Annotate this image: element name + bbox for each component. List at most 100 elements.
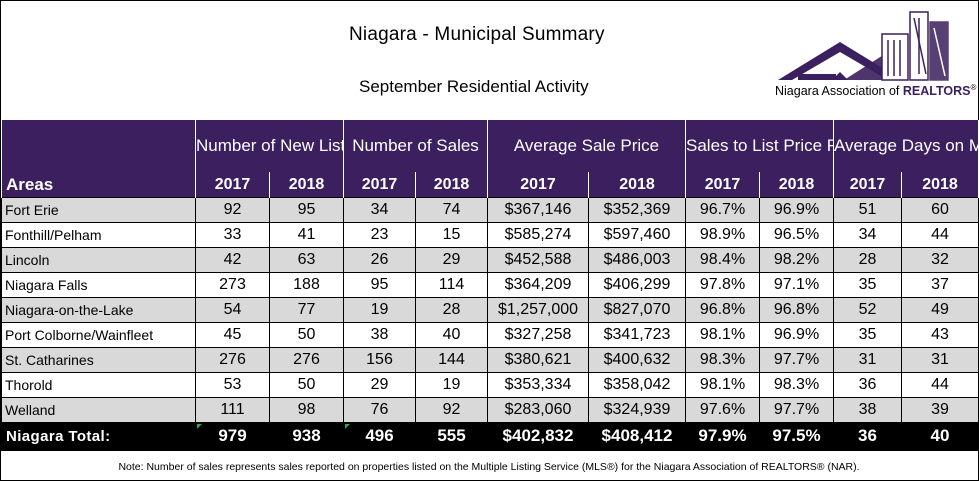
data-cell: 97.7% bbox=[759, 396, 834, 423]
data-cell: 98 bbox=[269, 396, 344, 423]
data-cell: 74 bbox=[415, 196, 488, 223]
year-header: 2017 bbox=[487, 171, 589, 197]
data-cell: 276 bbox=[195, 346, 270, 373]
data-cell: 28 bbox=[415, 296, 488, 323]
data-cell: 31 bbox=[833, 346, 902, 373]
table-row: Port Colborne/Wainfleet 45 50 38 40 $327,258 $… bbox=[1, 321, 979, 348]
data-cell: 32 bbox=[901, 246, 979, 273]
area-name: Port Colborne/Wainfleet bbox=[1, 321, 196, 348]
data-cell: $406,299 bbox=[588, 271, 686, 298]
data-cell: 156 bbox=[343, 346, 416, 373]
data-cell: 95 bbox=[343, 271, 416, 298]
data-cell: 114 bbox=[415, 271, 488, 298]
data-cell: 44 bbox=[901, 221, 979, 248]
table-row: Welland 111 98 76 92 $283,060 $324,939 97.6% 97.… bbox=[1, 396, 979, 423]
data-cell: 54 bbox=[195, 296, 270, 323]
year-header: 2018 bbox=[759, 171, 834, 197]
data-cell: 97.8% bbox=[685, 271, 760, 298]
data-cell: $364,209 bbox=[487, 271, 589, 298]
table-row: St. Catharines 276 276 156 144 $380,621 $400,6… bbox=[1, 346, 979, 373]
area-name: Lincoln bbox=[1, 246, 196, 273]
data-cell: 39 bbox=[901, 396, 979, 423]
group-header-ratio: Sales to List Price Ratio bbox=[685, 120, 834, 172]
logo-caption-prefix: Niagara Association of bbox=[775, 84, 903, 99]
data-cell: 60 bbox=[901, 196, 979, 223]
group-header-days: Average Days on Market bbox=[833, 120, 979, 172]
data-cell: 29 bbox=[343, 371, 416, 398]
data-cell: 273 bbox=[195, 271, 270, 298]
data-cell: 98.2% bbox=[759, 246, 834, 273]
total-cell: 97.9% bbox=[685, 421, 760, 451]
data-cell: 43 bbox=[901, 321, 979, 348]
total-cell: 979 bbox=[195, 421, 270, 451]
data-cell: $283,060 bbox=[487, 396, 589, 423]
logo-caption-brand: REALTORS bbox=[902, 84, 971, 99]
group-header-new-listings: Number of New Listings bbox=[195, 120, 344, 172]
area-name: Fonthill/Pelham bbox=[1, 221, 196, 248]
table-row: Thorold 53 50 29 19 $353,334 $358,042 98.1% 98.3… bbox=[1, 371, 979, 398]
area-name: St. Catharines bbox=[1, 346, 196, 373]
total-cell: 40 bbox=[901, 421, 979, 451]
data-cell: 19 bbox=[415, 371, 488, 398]
data-cell: $353,334 bbox=[487, 371, 589, 398]
area-name: Niagara Falls bbox=[1, 271, 196, 298]
group-header-avg-price: Average Sale Price bbox=[487, 120, 686, 172]
year-header: 2017 bbox=[195, 171, 270, 197]
area-name: Niagara-on-the-Lake bbox=[1, 296, 196, 323]
data-cell: 50 bbox=[269, 371, 344, 398]
data-cell: 76 bbox=[343, 396, 416, 423]
data-cell: 98.4% bbox=[685, 246, 760, 273]
data-cell: 97.6% bbox=[685, 396, 760, 423]
data-cell: $380,621 bbox=[487, 346, 589, 373]
total-label: Niagara Total: bbox=[1, 421, 196, 451]
data-cell: 35 bbox=[833, 271, 902, 298]
data-cell: $486,003 bbox=[588, 246, 686, 273]
data-cell: 95 bbox=[269, 196, 344, 223]
footnote: Note: Number of sales represents sales r… bbox=[118, 461, 860, 473]
data-cell: 52 bbox=[833, 296, 902, 323]
data-cell: $400,632 bbox=[588, 346, 686, 373]
group-header-sales: Number of Sales bbox=[343, 120, 488, 172]
data-cell: 31 bbox=[901, 346, 979, 373]
data-cell: 37 bbox=[901, 271, 979, 298]
data-cell: 92 bbox=[195, 196, 270, 223]
table-row: Lincoln 42 63 26 29 $452,588 $486,003 98.4% 98.2… bbox=[1, 246, 979, 273]
data-cell: $358,042 bbox=[588, 371, 686, 398]
data-cell: $1,257,000 bbox=[487, 296, 589, 323]
total-row: Niagara Total: 979 938 496 555 $402,832 … bbox=[1, 421, 979, 451]
data-cell: 96.8% bbox=[759, 296, 834, 323]
table-row: Fonthill/Pelham 33 41 23 15 $585,274 $597,460 9… bbox=[1, 221, 979, 248]
area-name: Thorold bbox=[1, 371, 196, 398]
report-subtitle: September Residential Activity bbox=[359, 77, 589, 96]
data-cell: 96.8% bbox=[685, 296, 760, 323]
data-cell: 144 bbox=[415, 346, 488, 373]
data-cell: 40 bbox=[415, 321, 488, 348]
data-cell: 96.9% bbox=[759, 196, 834, 223]
data-cell: $585,274 bbox=[487, 221, 589, 248]
data-cell: 98.1% bbox=[685, 371, 760, 398]
data-cell: 96.9% bbox=[759, 321, 834, 348]
data-cell: 50 bbox=[269, 321, 344, 348]
data-cell: 23 bbox=[343, 221, 416, 248]
total-cell: 555 bbox=[415, 421, 488, 451]
data-cell: 38 bbox=[343, 321, 416, 348]
data-cell: 34 bbox=[343, 196, 416, 223]
data-cell: 188 bbox=[269, 271, 344, 298]
data-cell: $324,939 bbox=[588, 396, 686, 423]
total-cell: 496 bbox=[343, 421, 416, 451]
year-header: 2017 bbox=[833, 171, 902, 197]
data-cell: 28 bbox=[833, 246, 902, 273]
data-cell: 98.9% bbox=[685, 221, 760, 248]
data-cell: 92 bbox=[415, 396, 488, 423]
data-cell: $327,258 bbox=[487, 321, 589, 348]
data-cell: 63 bbox=[269, 246, 344, 273]
year-header: 2018 bbox=[269, 171, 344, 197]
data-cell: 276 bbox=[269, 346, 344, 373]
table-row: Niagara-on-the-Lake 54 77 19 28 $1,257,000 $82… bbox=[1, 296, 979, 323]
data-cell: 15 bbox=[415, 221, 488, 248]
table-row: Niagara Falls 273 188 95 114 $364,209 $406,299… bbox=[1, 271, 979, 298]
data-cell: 41 bbox=[269, 221, 344, 248]
logo-buildings-icon bbox=[881, 11, 949, 81]
header-corner bbox=[1, 120, 196, 172]
areas-header: Areas bbox=[1, 171, 196, 197]
